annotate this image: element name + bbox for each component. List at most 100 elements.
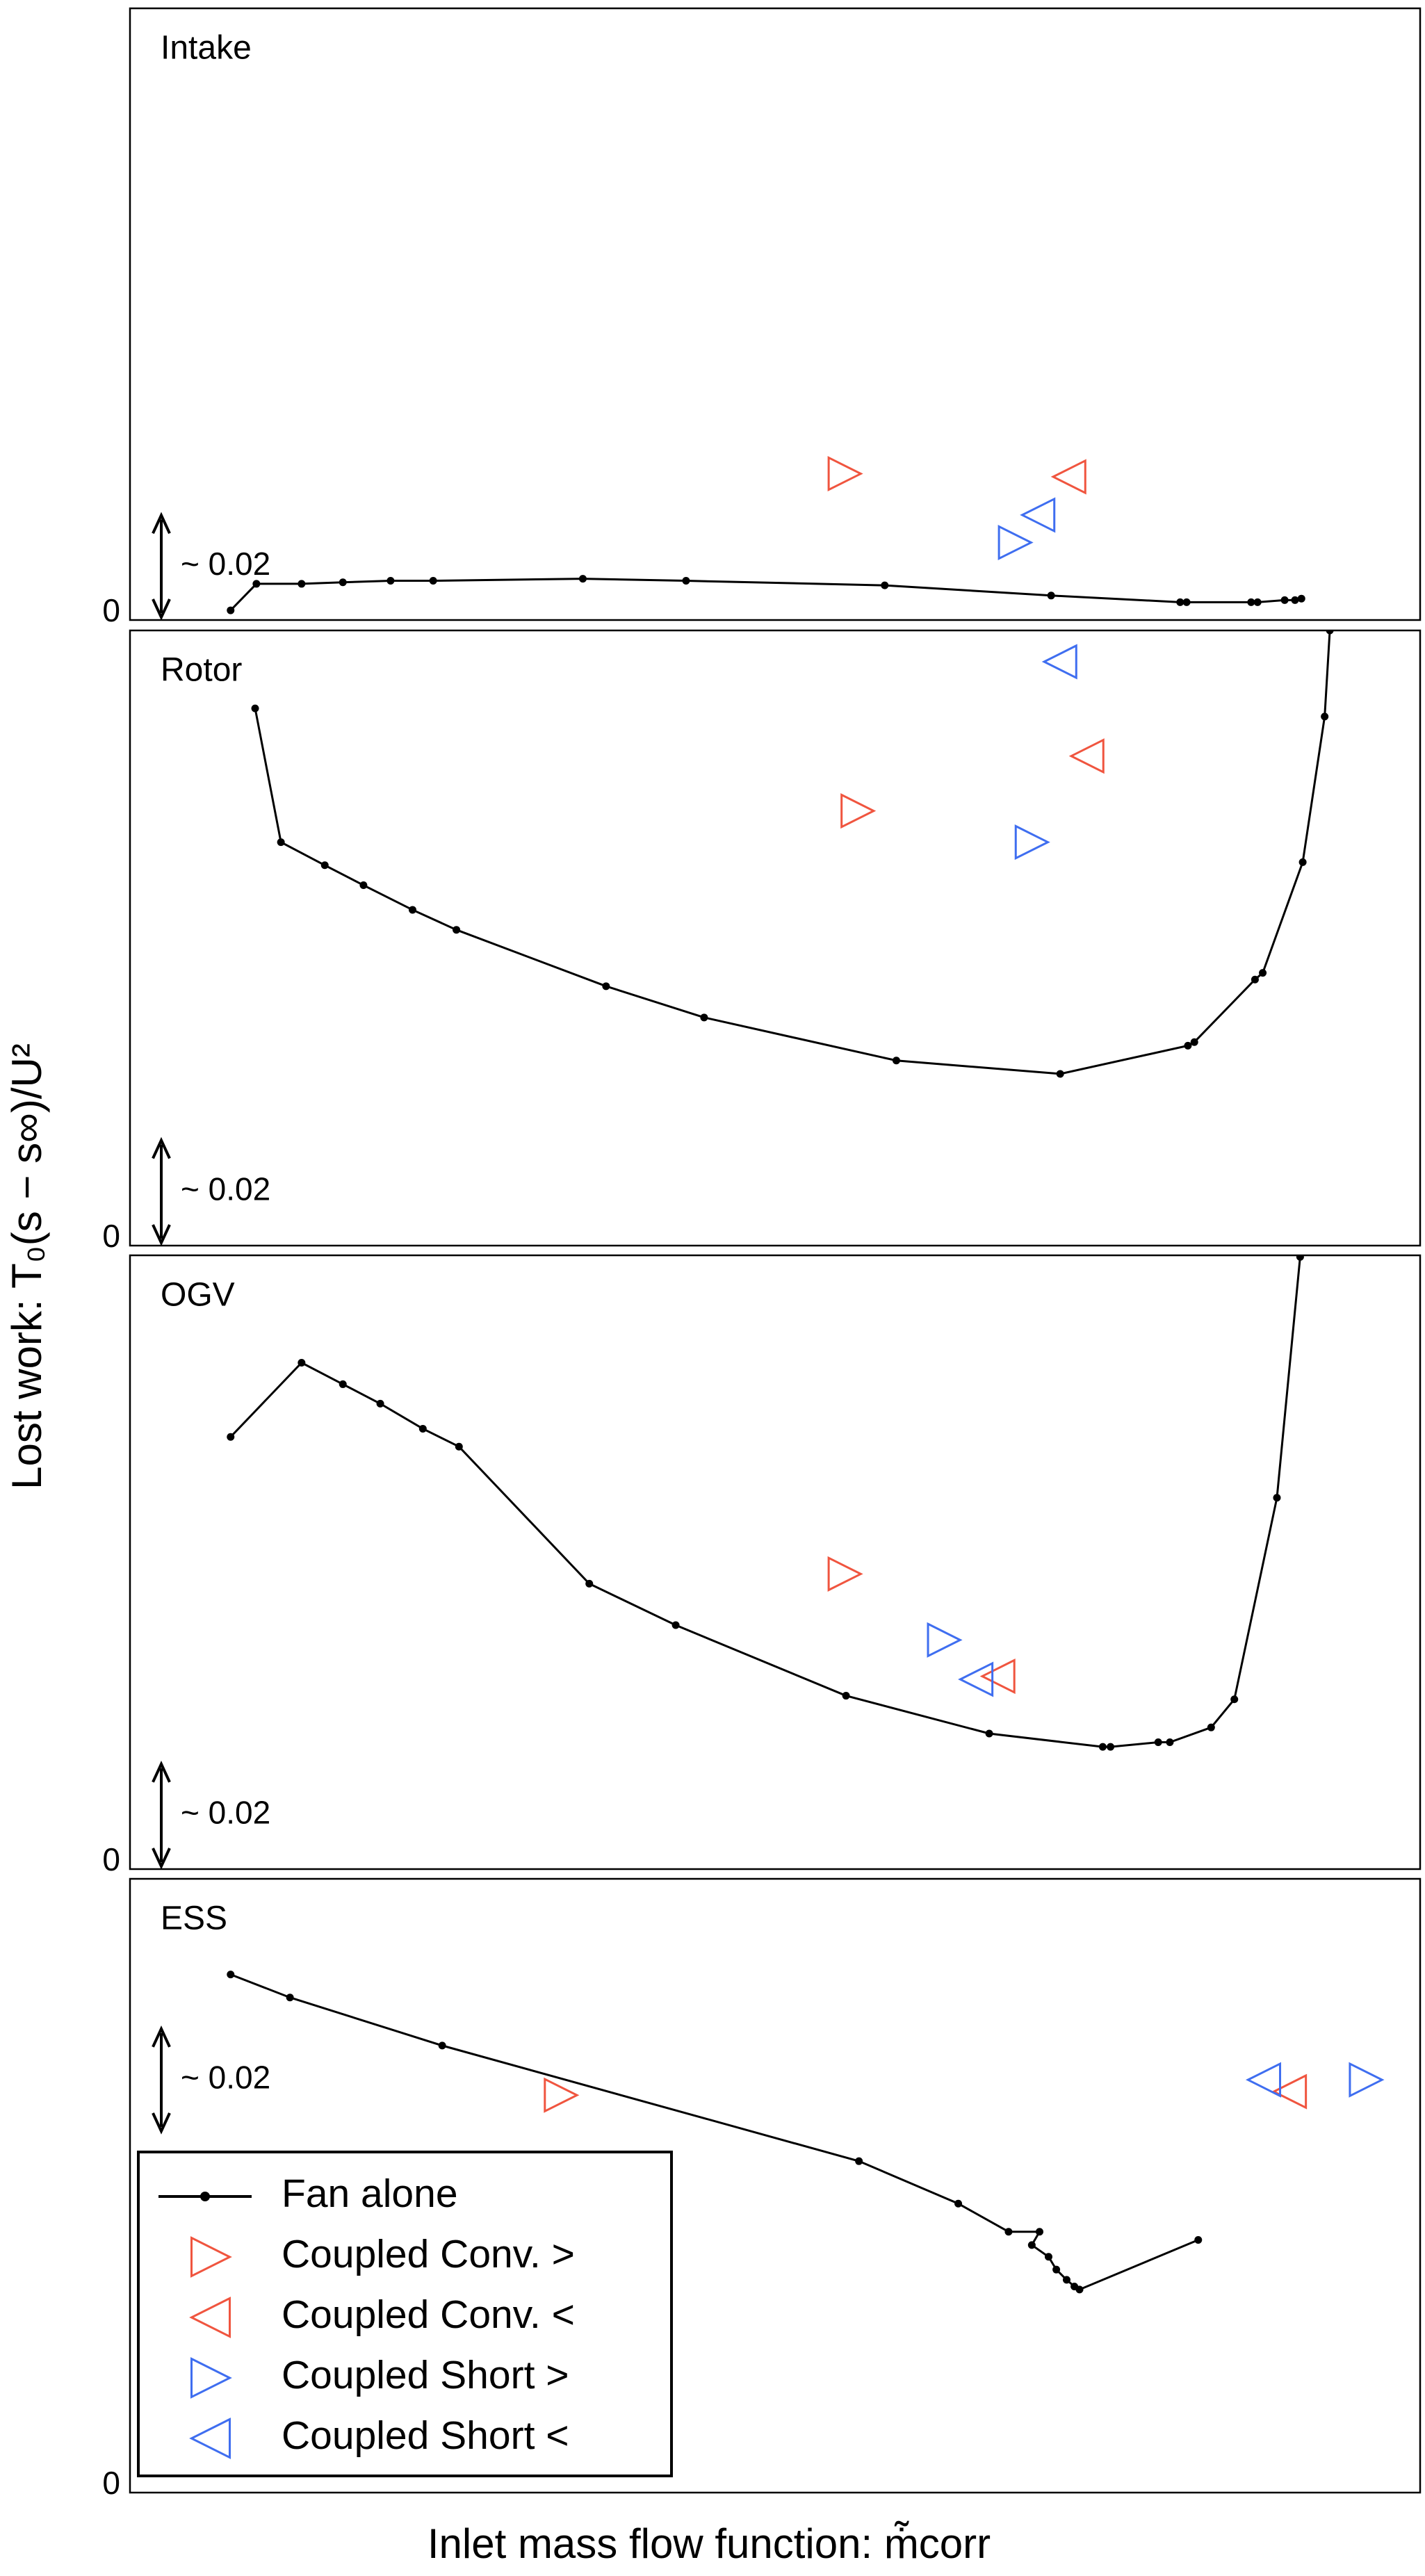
data-point — [1052, 2265, 1061, 2274]
data-point — [1176, 598, 1184, 606]
scale-arrow-head — [152, 2025, 171, 2048]
data-point — [1194, 2235, 1203, 2244]
data-point — [954, 2199, 963, 2208]
data-point — [958, 1661, 994, 1697]
data-point — [700, 1013, 708, 1022]
y-tick-label: 0 — [102, 1841, 120, 1877]
data-point — [1004, 2228, 1013, 2236]
data-point — [1044, 2253, 1052, 2261]
data-point — [429, 577, 437, 585]
scale-bar-label: ~ 0.02 — [181, 546, 270, 582]
data-point — [1062, 2276, 1070, 2284]
y-tick-label: 0 — [102, 1218, 120, 1254]
scale-arrow-head — [152, 512, 171, 535]
data-point — [979, 1658, 1016, 1695]
data-point — [1280, 596, 1289, 604]
legend-label: Coupled Conv. > — [282, 2232, 575, 2276]
data-point — [892, 1057, 900, 1065]
data-point — [544, 2077, 580, 2113]
scale-bar-label: ~ 0.02 — [181, 1171, 270, 1207]
data-point — [251, 704, 259, 712]
data-point — [386, 577, 395, 585]
data-point — [1259, 969, 1267, 977]
data-point — [1326, 630, 1334, 635]
legend-label: Coupled Short < — [282, 2413, 569, 2458]
data-point — [1027, 2241, 1036, 2249]
scale-arrow-head — [152, 2112, 171, 2135]
plot-area — [251, 630, 1334, 1078]
panel-title: Intake — [161, 30, 252, 67]
data-point — [418, 1424, 427, 1433]
data-point — [1182, 598, 1191, 606]
data-point — [1014, 824, 1050, 861]
data-point — [298, 1359, 306, 1367]
panel-frame — [129, 7, 1422, 621]
x-axis-label: Inlet mass flow function: ṁ̃corr — [427, 2520, 991, 2567]
data-point — [453, 926, 461, 934]
data-point — [1154, 1738, 1162, 1747]
plot-area — [227, 1971, 1385, 2294]
data-point — [671, 1621, 680, 1629]
scale-bar-label: ~ 0.02 — [181, 1795, 270, 1831]
data-point — [1230, 1695, 1239, 1704]
panel-frame — [129, 1254, 1422, 1870]
data-point — [1068, 738, 1105, 774]
data-point — [286, 1994, 294, 2002]
data-point — [1291, 596, 1299, 604]
data-point — [1251, 975, 1259, 984]
legend-dot — [200, 2192, 210, 2201]
data-point — [1298, 858, 1307, 866]
data-point — [602, 982, 610, 991]
data-point — [1050, 459, 1086, 495]
data-point — [1297, 594, 1305, 603]
panel-title: Rotor — [161, 652, 242, 689]
data-point — [1056, 1070, 1064, 1078]
data-point — [1047, 592, 1055, 600]
data-point — [438, 2041, 446, 2050]
panel-frame — [129, 629, 1422, 1247]
legend-box — [137, 2151, 673, 2477]
data-point — [320, 861, 329, 870]
data-point — [1253, 598, 1262, 606]
scale-arrow-head — [152, 1761, 171, 1783]
data-point — [1184, 1041, 1192, 1050]
plot-area — [227, 456, 1305, 614]
data-point — [1041, 644, 1077, 680]
y-axis-label: Lost work: T₀(s − s∞)/U² — [3, 1043, 50, 1490]
data-point — [277, 838, 285, 847]
legend-marker — [189, 2297, 231, 2338]
data-line — [229, 1257, 1301, 1748]
data-point — [298, 580, 306, 588]
data-point — [985, 1729, 993, 1738]
legend-marker — [190, 2236, 232, 2278]
data-point — [1107, 1743, 1115, 1751]
data-point — [578, 575, 587, 583]
data-point — [997, 525, 1034, 561]
data-point — [682, 577, 690, 585]
data-point — [1271, 2073, 1308, 2110]
data-point — [840, 793, 877, 829]
data-point — [585, 1579, 594, 1588]
scale-arrow-head — [152, 1848, 171, 1870]
data-point — [1349, 2062, 1385, 2098]
data-point — [1035, 2228, 1043, 2236]
data-point — [1098, 1743, 1107, 1751]
data-point — [881, 581, 889, 589]
scale-arrow-head — [152, 1136, 171, 1159]
scale-arrow-head — [152, 598, 171, 621]
data-point — [827, 1556, 863, 1592]
data-point — [1321, 712, 1329, 721]
data-point — [1245, 2062, 1282, 2098]
scale-arrow-head — [152, 1224, 171, 1246]
data-point — [359, 881, 368, 890]
panel-title: OGV — [161, 1277, 235, 1314]
data-point — [1075, 2285, 1084, 2294]
legend-label: Fan alone — [282, 2171, 458, 2216]
data-point — [827, 456, 863, 492]
data-point — [1247, 598, 1255, 606]
scale-bar-label: ~ 0.02 — [181, 2060, 270, 2096]
panel-frame — [129, 1877, 1422, 2494]
legend-marker — [189, 2418, 231, 2459]
data-point — [1273, 1494, 1281, 1502]
y-tick-label: 0 — [102, 2465, 120, 2501]
